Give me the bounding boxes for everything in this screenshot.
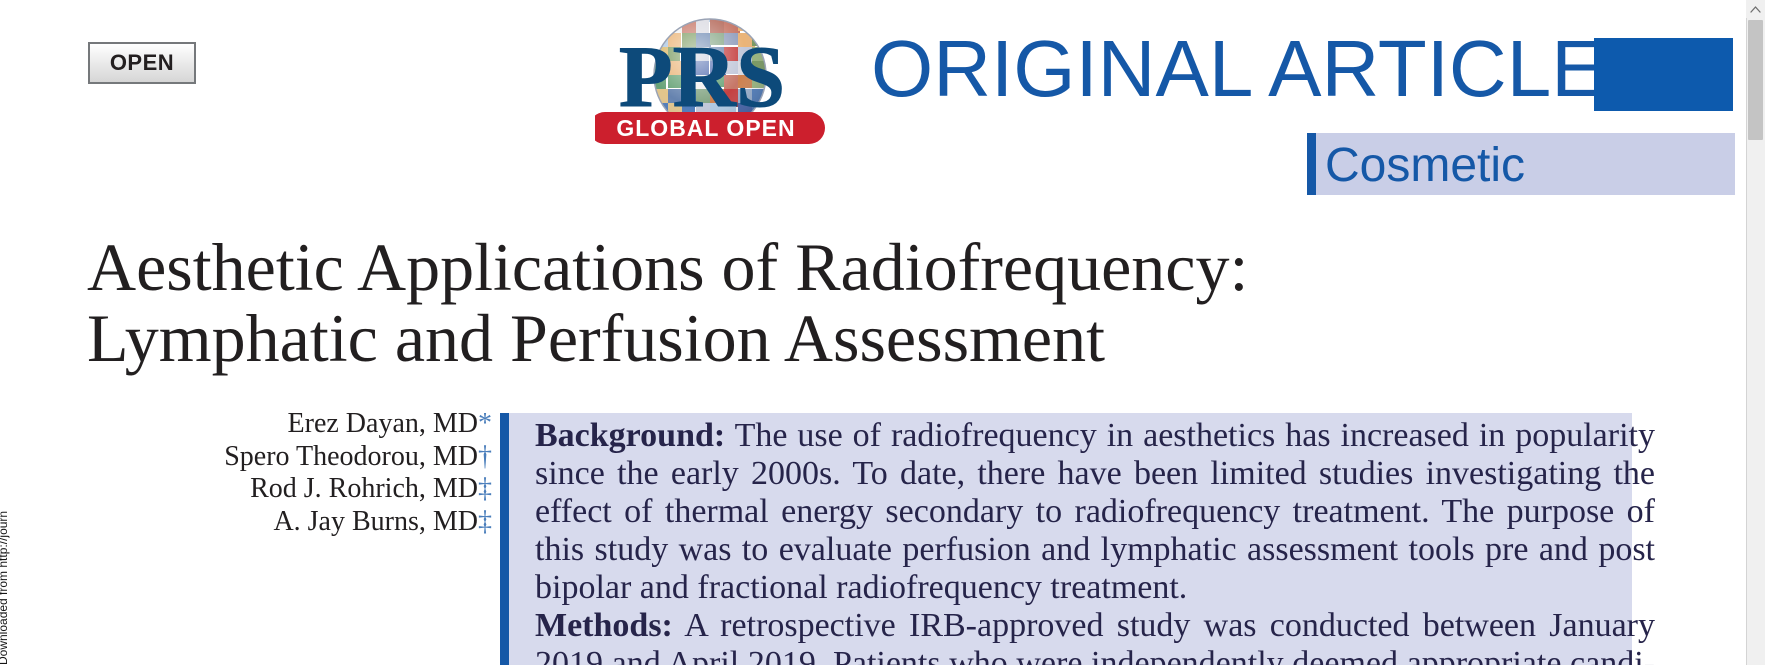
svg-text:GLOBAL OPEN: GLOBAL OPEN [616, 115, 795, 141]
svg-text:PRS: PRS [619, 29, 785, 126]
